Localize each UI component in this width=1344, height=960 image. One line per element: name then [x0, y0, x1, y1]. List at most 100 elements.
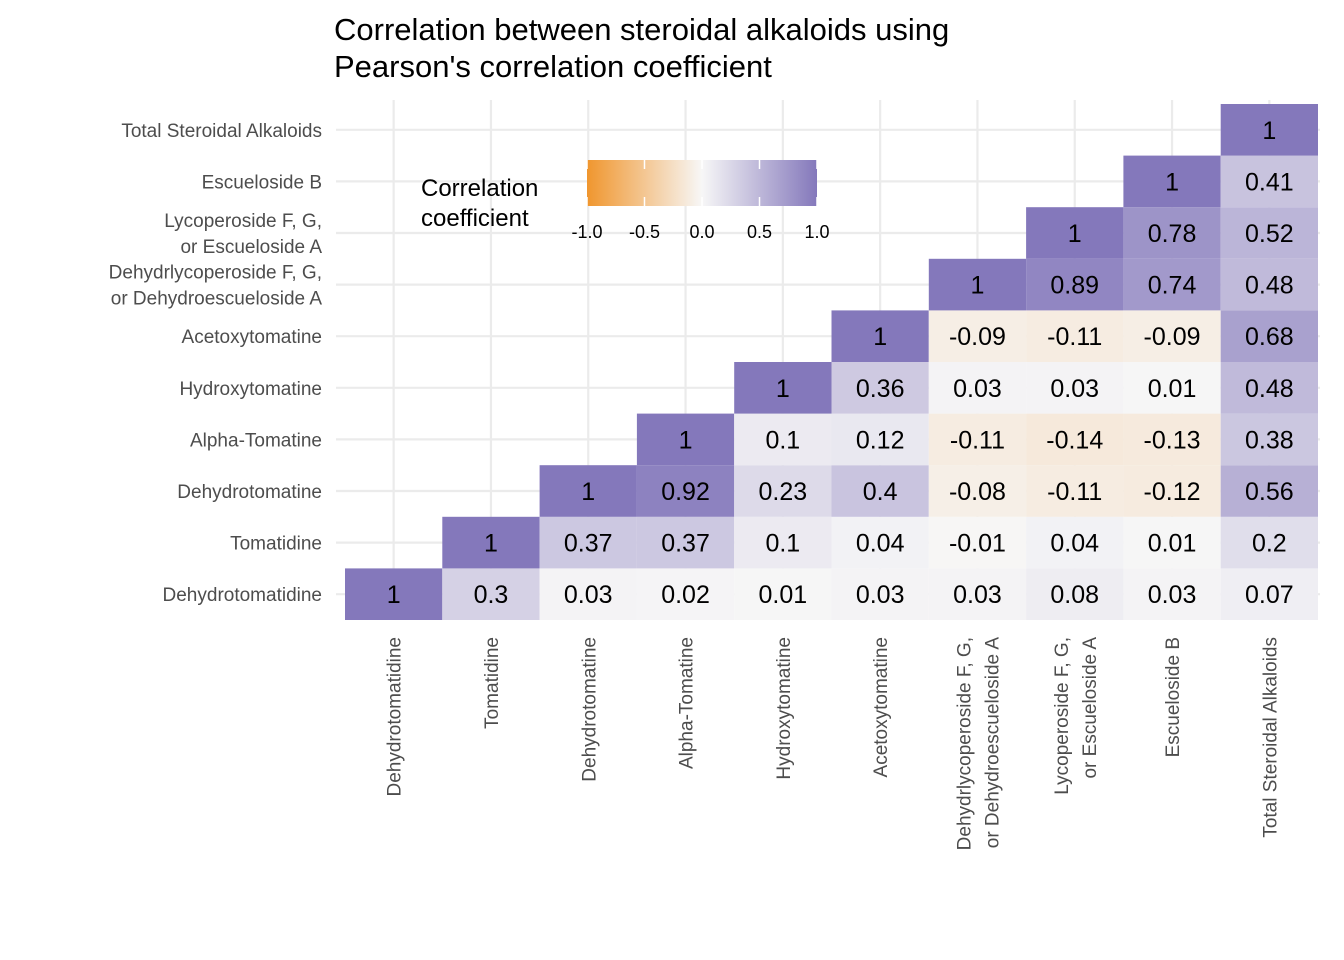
x-tick-label-group: Escueloside B: [1163, 637, 1184, 757]
x-tick-label-line: Acetoxytomatine: [871, 637, 892, 777]
y-tick-label-line: Lycoperoside F, G,: [164, 211, 322, 232]
x-tick-label-group: Dehydrlycoperoside F, G, or Dehydroescuel…: [954, 637, 1003, 851]
heatmap-cell: [539, 465, 637, 517]
heatmap-cell-label: 1: [1165, 168, 1179, 196]
heatmap-cell-label: 0.38: [1245, 426, 1294, 454]
heatmap-cell-label: 0.03: [1148, 581, 1197, 609]
heatmap-cell: [1026, 362, 1124, 414]
y-tick-label-line: Escueloside B: [202, 172, 322, 193]
heatmap-cell: [539, 516, 637, 569]
x-tick-label-line: Lycoperoside F, G,: [1052, 637, 1073, 795]
heatmap-cell-label: 0.56: [1245, 478, 1294, 506]
chart-title: Correlation between steroidal alkaloids …: [334, 12, 949, 84]
heatmap-cell: [1220, 310, 1318, 362]
heatmap-cell-label: 1: [1262, 117, 1276, 145]
chart-title-line-2: Pearson's correlation coefficient: [334, 49, 772, 84]
y-tick-label: Acetoxytomatine: [182, 327, 322, 348]
y-tick-label: Dehydrotomatine: [177, 482, 322, 503]
y-axis-tick-labels: Dehydrotomatidine Tomatidine Dehydrotomati…: [109, 121, 323, 606]
heatmap-cell-label: -0.09: [1144, 323, 1201, 351]
heatmap-cell-label: 1: [776, 375, 790, 403]
heatmap-cell-label: 0.78: [1148, 220, 1197, 248]
heatmap-cell-label: 0.23: [759, 478, 808, 506]
color-legend: Correlation coefficient -1.0 -0.5 0.0 0.5 1.…: [421, 160, 830, 242]
heatmap-cell-label: 0.89: [1050, 272, 1099, 300]
heatmap-cell-label: -0.09: [949, 323, 1006, 351]
heatmap-cell: [928, 413, 1027, 466]
x-tick-label-line: or Dehydroescueloside A: [982, 637, 1003, 849]
heatmap-cell: [831, 465, 929, 517]
heatmap-cell: [831, 310, 929, 362]
x-tick-label-line: or Escueloside A: [1080, 637, 1101, 779]
heatmap-cell-label: 0.03: [953, 375, 1002, 403]
heatmap-cell: [1220, 413, 1318, 466]
x-tick-label-group: Dehydrotomatidine: [385, 637, 406, 796]
x-tick-label-group: Dehydrotomatine: [579, 637, 600, 782]
heatmap-cell-label: -0.14: [1046, 426, 1103, 454]
heatmap-cell-label: -0.08: [949, 478, 1006, 506]
heatmap-cell: [1220, 465, 1318, 517]
heatmap-cell-label: 0.36: [856, 375, 905, 403]
y-tick-label: Dehydrlycoperoside F, G, or Dehydroescuel…: [109, 263, 323, 310]
heatmap-cell-label: 0.74: [1148, 272, 1197, 300]
heatmap-cell-label: 0.3: [474, 581, 509, 609]
heatmap-cell-label: 0.92: [661, 478, 710, 506]
heatmap-cell: [1220, 568, 1318, 620]
heatmap-cell-label: 0.37: [564, 530, 613, 558]
heatmap-cell: [734, 413, 832, 466]
heatmap-cell: [1123, 568, 1221, 620]
heatmap-cell-label: 0.08: [1050, 581, 1099, 609]
x-tick-label: Alpha-Tomatine: [677, 637, 698, 769]
legend-title-line-1: Correlation: [421, 175, 538, 202]
x-tick-label-group: Lycoperoside F, G, or Escueloside A: [1052, 637, 1101, 795]
x-tick-label-line: Hydroxytomatine: [774, 637, 795, 780]
x-tick-label: Escueloside B: [1163, 637, 1184, 757]
y-tick-label-line: or Escueloside A: [180, 237, 322, 258]
heatmap-cell: [345, 568, 443, 620]
heatmap-cell-label: 0.02: [661, 581, 710, 609]
y-tick-label-line: Dehydrotomatine: [177, 482, 322, 503]
legend-tick-label: 0.0: [689, 222, 714, 242]
heatmap-cell-label: 0.03: [953, 581, 1002, 609]
heatmap-cell-label: 1: [484, 530, 498, 558]
heatmap-cell: [1026, 465, 1124, 517]
heatmap-cell: [928, 516, 1027, 569]
y-tick-label-line: Alpha-Tomatine: [190, 430, 322, 451]
y-tick-label: Tomatidine: [230, 534, 322, 555]
heatmap-cell-label: -0.11: [950, 426, 1005, 454]
heatmap-cell-label: 1: [679, 426, 693, 454]
heatmap-cell-label: 0.37: [661, 530, 710, 558]
heatmap-cell: [1123, 207, 1221, 259]
heatmap-cell: [1123, 258, 1221, 311]
x-tick-label-line: Tomatidine: [482, 637, 503, 729]
heatmap-cell-label: 0.04: [856, 530, 905, 558]
heatmap-cell-label: -0.11: [1047, 478, 1102, 506]
x-tick-label-group: Alpha-Tomatine: [677, 637, 698, 769]
heatmap-cell: [831, 362, 929, 414]
x-tick-label-group: Total Steroidal Alkaloids: [1260, 637, 1281, 838]
x-axis-tick-labels: Dehydrotomatidine Tomatidine Dehydrotomati…: [385, 637, 1282, 851]
x-tick-label-group: Tomatidine: [482, 637, 503, 729]
heatmap-cell: [831, 516, 929, 569]
heatmap-cell: [1026, 258, 1124, 311]
heatmap-cell: [734, 362, 832, 414]
y-tick-label-line: Total Steroidal Alkaloids: [121, 121, 322, 142]
y-tick-label: Alpha-Tomatine: [190, 430, 322, 451]
heatmap-cell-label: -0.13: [1144, 426, 1201, 454]
heatmap-cell-label: 0.03: [564, 581, 613, 609]
heatmap-cell: [1220, 104, 1318, 156]
heatmap-cell: [1220, 258, 1318, 311]
heatmap-cell-label: -0.11: [1047, 323, 1102, 351]
heatmap-cell-label: 0.68: [1245, 323, 1294, 351]
heatmap-cell-label: 0.1: [765, 426, 800, 454]
heatmap-cell: [928, 568, 1027, 620]
heatmap-cell-label: 0.03: [1050, 375, 1099, 403]
x-tick-label: Lycoperoside F, G, or Escueloside A: [1052, 637, 1101, 795]
x-tick-label: Dehydrotomatine: [579, 637, 600, 782]
heatmap-cell: [1123, 465, 1221, 517]
heatmap-cell-label: 0.52: [1245, 220, 1294, 248]
legend-tick-label: -1.0: [571, 222, 602, 242]
heatmap-cell-label: 1: [581, 478, 595, 506]
legend-tick-label: -0.5: [629, 222, 660, 242]
